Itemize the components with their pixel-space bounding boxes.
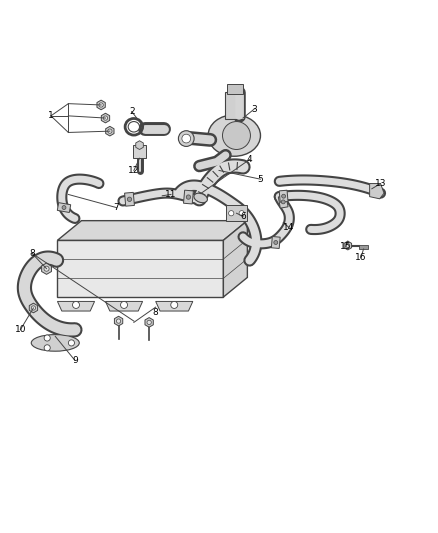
Circle shape [147, 320, 151, 325]
Bar [359, 245, 368, 249]
Circle shape [44, 345, 50, 351]
Bar [134, 145, 146, 158]
Bar [227, 84, 243, 94]
Circle shape [99, 103, 103, 107]
Polygon shape [101, 113, 110, 123]
Circle shape [127, 197, 132, 201]
Bar [272, 237, 280, 248]
Circle shape [178, 131, 194, 147]
Polygon shape [97, 100, 105, 110]
Circle shape [44, 335, 50, 341]
Text: 13: 13 [375, 179, 386, 188]
Polygon shape [344, 241, 352, 250]
Circle shape [117, 319, 121, 323]
Bar [184, 190, 193, 204]
Ellipse shape [31, 335, 79, 351]
Ellipse shape [128, 122, 140, 132]
Text: 2: 2 [129, 107, 134, 116]
Bar [225, 92, 244, 119]
Circle shape [182, 134, 191, 143]
Polygon shape [155, 302, 193, 311]
Circle shape [186, 195, 191, 199]
Polygon shape [370, 183, 384, 199]
Text: 3: 3 [251, 105, 257, 114]
Text: 6: 6 [240, 212, 246, 221]
Bar [57, 203, 71, 213]
Circle shape [44, 266, 49, 271]
Text: 11: 11 [165, 190, 177, 199]
Polygon shape [57, 240, 223, 297]
Circle shape [103, 116, 108, 120]
Text: 14: 14 [283, 223, 294, 232]
Circle shape [31, 306, 35, 310]
Text: 5: 5 [258, 175, 263, 184]
Bar [278, 196, 288, 208]
Polygon shape [42, 263, 51, 274]
Bar [226, 205, 247, 221]
Circle shape [68, 340, 74, 346]
Circle shape [120, 302, 127, 309]
Text: 1: 1 [48, 111, 54, 120]
Text: 12: 12 [128, 166, 140, 175]
Circle shape [223, 122, 251, 149]
Bar [124, 192, 134, 206]
Circle shape [281, 200, 285, 204]
Ellipse shape [208, 115, 261, 156]
Text: 8: 8 [153, 308, 159, 317]
Text: 4: 4 [247, 155, 252, 164]
Text: 8: 8 [29, 249, 35, 258]
Circle shape [229, 211, 234, 216]
Text: 9: 9 [72, 356, 78, 365]
Polygon shape [223, 221, 247, 297]
Polygon shape [145, 318, 153, 327]
Bar [279, 190, 288, 202]
Text: 15: 15 [340, 243, 351, 252]
Text: 7: 7 [113, 203, 119, 212]
Polygon shape [114, 316, 123, 326]
Polygon shape [57, 302, 95, 311]
Circle shape [274, 240, 278, 245]
Polygon shape [106, 302, 143, 311]
Text: 16: 16 [355, 253, 367, 262]
Circle shape [346, 244, 350, 247]
Circle shape [282, 194, 286, 198]
Polygon shape [136, 141, 143, 149]
Ellipse shape [194, 193, 208, 203]
Circle shape [239, 211, 244, 216]
Polygon shape [29, 303, 38, 313]
Circle shape [171, 302, 178, 309]
Circle shape [73, 302, 80, 309]
Circle shape [62, 206, 66, 209]
Circle shape [108, 129, 112, 133]
Text: 10: 10 [14, 325, 26, 334]
Polygon shape [57, 221, 247, 240]
Polygon shape [106, 126, 114, 136]
